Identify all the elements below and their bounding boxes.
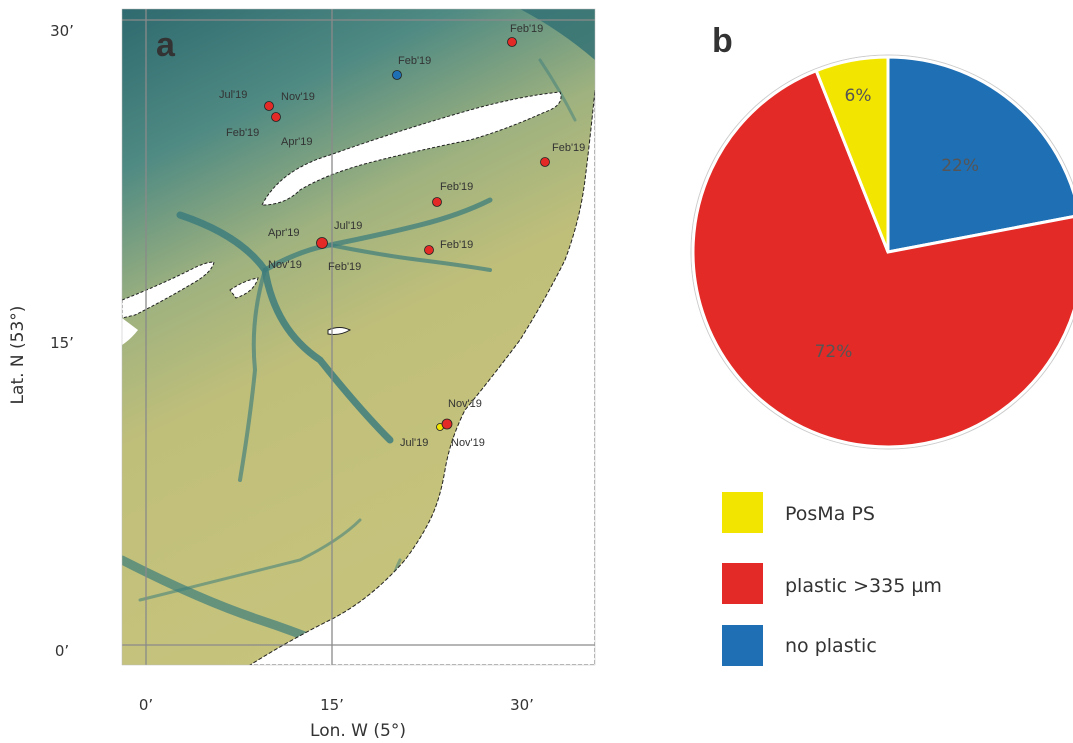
legend-swatch-posma-ps <box>722 492 763 533</box>
x-axis-label: Lon. W (5°) <box>310 721 406 741</box>
deep-water-northeast <box>520 9 595 60</box>
y-tick: 15’ <box>50 334 74 352</box>
mainland <box>249 89 595 665</box>
site-label: Feb'19 <box>398 55 431 67</box>
island-west <box>122 261 215 319</box>
site-marker <box>441 418 453 430</box>
site-marker <box>271 112 281 122</box>
site-marker <box>316 237 328 249</box>
site-label: Jul'19 <box>219 89 247 101</box>
coast-west <box>122 318 138 345</box>
x-tick: 30’ <box>510 696 534 714</box>
site-marker <box>392 70 402 80</box>
pie-panel: b 22% 72% 6% PosMa PS plastic >335 µm no… <box>690 22 1073 666</box>
site-label: Nov'19 <box>268 259 302 271</box>
pie-slice-posma-ps <box>814 55 890 253</box>
site-marker <box>264 101 274 111</box>
legend-label-posma-ps: PosMa PS <box>785 503 875 525</box>
x-tick: 15’ <box>320 696 344 714</box>
map-frame <box>121 8 596 666</box>
site-label: Jul'19 <box>400 437 428 449</box>
panel-a-label: a <box>156 26 176 64</box>
site-label: Nov'19 <box>451 437 485 449</box>
site-4: Feb'19 <box>540 142 585 167</box>
site-6: Jul'19 Apr'19 Nov'19 Feb'19 <box>268 220 362 273</box>
site-label: Feb'19 <box>552 142 585 154</box>
site-label: Feb'19 <box>510 23 543 35</box>
site-marker <box>424 245 434 255</box>
y-tick: 0’ <box>55 642 69 660</box>
site-8: Nov'19 Jul'19 Nov'19 <box>400 398 485 449</box>
site-3: Jul'19 Nov'19 Feb'19 Apr'19 <box>219 89 315 148</box>
map-area <box>122 9 595 665</box>
site-label: Apr'19 <box>281 136 312 148</box>
site-marker <box>507 37 517 47</box>
legend-swatch-no-plastic <box>722 625 763 666</box>
y-tick: 30’ <box>50 22 74 40</box>
pie-chart: 22% 72% 6% <box>691 55 1073 449</box>
site-7: Feb'19 <box>424 239 473 255</box>
map-grid <box>122 9 595 665</box>
site-label: Feb'19 <box>328 261 361 273</box>
panel-b-label: b <box>712 22 733 60</box>
pie-label-no-plastic: 22% <box>941 156 979 176</box>
sampling-sites: Feb'19 Feb'19 Jul'19 Nov'19 Feb'19 Apr'1… <box>219 23 585 449</box>
map-panel: a Feb'19 Feb'19 Jul'19 Nov'19 Feb'19 Apr… <box>8 8 596 741</box>
site-label: Feb'19 <box>440 239 473 251</box>
site-5: Feb'19 <box>432 181 473 207</box>
site-label: Nov'19 <box>281 91 315 103</box>
site-label: Apr'19 <box>268 227 299 239</box>
site-1: Feb'19 <box>507 23 543 47</box>
site-label: Feb'19 <box>440 181 473 193</box>
site-label: Jul'19 <box>334 220 362 232</box>
legend-label-plastic: plastic >335 µm <box>785 575 942 597</box>
legend-swatch-plastic <box>722 563 763 604</box>
site-2: Feb'19 <box>392 55 431 80</box>
legend-label-no-plastic: no plastic <box>785 635 877 657</box>
pie-label-plastic: 72% <box>815 342 853 362</box>
pie-outline <box>690 54 1073 450</box>
island-small <box>229 277 259 299</box>
site-label: Nov'19 <box>448 398 482 410</box>
site-marker <box>540 157 550 167</box>
legend: PosMa PS plastic >335 µm no plastic <box>722 492 942 666</box>
site-marker <box>432 197 442 207</box>
pie-slice-no-plastic <box>886 55 1073 254</box>
pie-slice-plastic <box>691 68 1073 449</box>
site-label: Feb'19 <box>226 127 259 139</box>
pie-label-posma-ps: 6% <box>845 86 872 106</box>
x-tick: 0’ <box>139 696 153 714</box>
y-axis-label: Lat. N (53°) <box>8 306 28 405</box>
